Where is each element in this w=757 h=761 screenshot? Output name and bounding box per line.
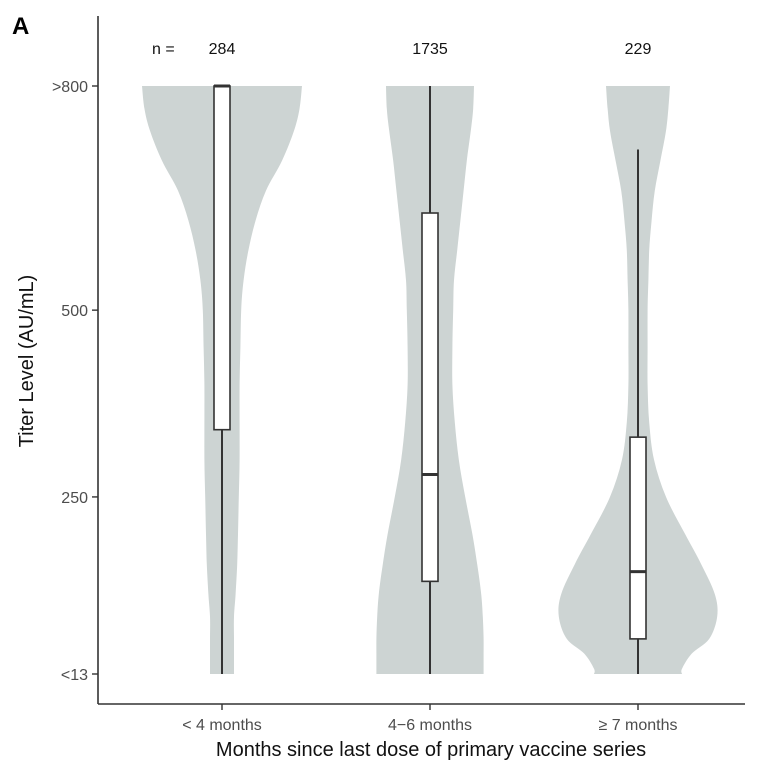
x-tick-label: 4−6 months: [388, 717, 472, 734]
y-tick-label: <13: [61, 667, 88, 684]
y-axis-title: Titer Level (AU/mL): [16, 275, 38, 448]
x-tick-label: < 4 months: [182, 717, 262, 734]
box-iqr: [213, 85, 231, 431]
y-tick-label: >800: [52, 79, 88, 96]
y-tick-label: 500: [61, 303, 88, 320]
x-tick-label: ≥ 7 months: [598, 717, 677, 734]
n-count-label: 1735: [412, 41, 448, 58]
x-axis-title: Months since last dose of primary vaccin…: [216, 739, 646, 761]
box-iqr: [421, 212, 439, 583]
n-count-label: 284: [209, 41, 236, 58]
n-count-label: 229: [625, 41, 652, 58]
plot-area: <13 250 500 >800 < 4 months 4−6 months ≥ 7 mon…: [52, 16, 745, 734]
y-tick-label: 250: [61, 490, 88, 507]
box-iqr: [629, 436, 647, 640]
panel-label: A: [12, 13, 29, 40]
n-prefix-label: n =: [152, 41, 175, 58]
